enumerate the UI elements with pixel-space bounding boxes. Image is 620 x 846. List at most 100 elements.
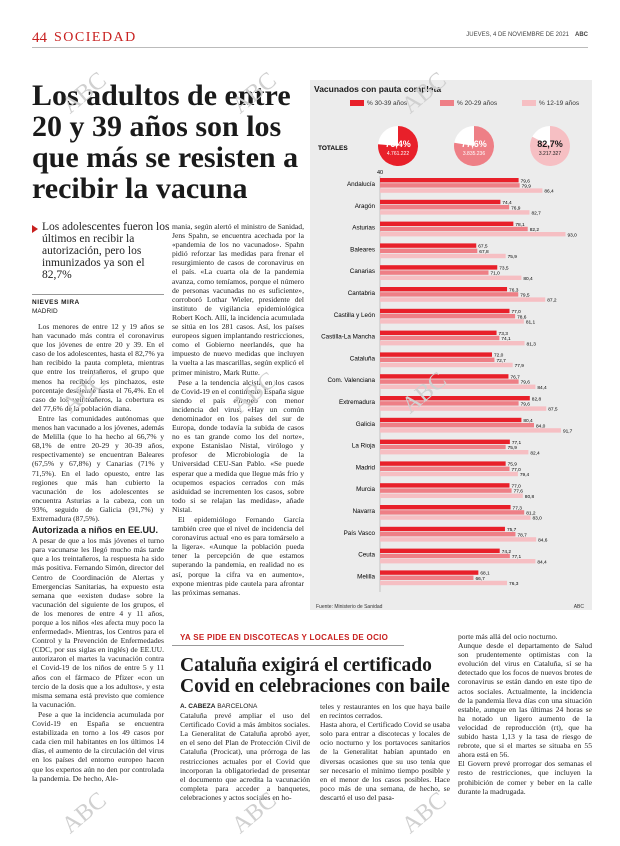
bar-value-label: 77,0	[512, 467, 522, 473]
region-label: Castilla y León	[334, 312, 376, 319]
chart-credit: ABC	[573, 604, 584, 610]
pie-slice	[378, 126, 418, 166]
bar-value-label: 91,7	[563, 429, 573, 435]
paragraph: mania, según alertó el ministro de Sanid…	[172, 222, 304, 377]
bar	[380, 330, 497, 335]
pie-count: 3.217.327	[539, 151, 561, 157]
bar	[380, 374, 509, 379]
region-label: Ceuta	[358, 552, 375, 559]
bar	[380, 532, 516, 537]
bar-value-label: 73,3	[499, 331, 509, 337]
sidebar-column-2: teles y restaurantes en los que haya bai…	[320, 702, 450, 802]
region-label: Castilla-La Mancha	[321, 334, 375, 341]
bar-value-label: 75,9	[508, 254, 518, 260]
bar	[380, 510, 525, 515]
region-label: Galicia	[356, 421, 376, 428]
kicker: YA SE PIDE EN DISCOTECAS Y LOCALES DE OC…	[172, 632, 404, 646]
bar-value-label: 80,4	[523, 418, 533, 424]
bar-value-label: 77,0	[512, 484, 522, 490]
bar-value-label: 72,7	[496, 358, 506, 364]
bar	[380, 362, 513, 368]
bar	[380, 188, 543, 193]
bar-value-label: 75,7	[507, 527, 517, 533]
bar-value-label: 83,0	[533, 516, 543, 522]
bar	[380, 297, 546, 302]
bar-value-label: 74,4	[502, 200, 512, 206]
region-label: Madrid	[356, 464, 376, 471]
bar	[380, 396, 530, 401]
bar-value-label: 80,4	[523, 276, 533, 282]
chart-title: Vacunados con pauta completa	[314, 84, 442, 94]
bar-value-label: 77,3	[513, 505, 523, 511]
bar	[380, 483, 510, 488]
sidebar-article: YA SE PIDE EN DISCOTECAS Y LOCALES DE OC…	[172, 632, 592, 812]
bar-value-label: 76,9	[511, 205, 521, 211]
subheadline: Los adolescentes fueron los últimos en r…	[32, 221, 172, 281]
bar-value-label: 84,6	[538, 538, 548, 544]
page-header: 44 SOCIEDAD JUEVES, 4 DE NOVIEMBRE DE 20…	[32, 28, 588, 48]
bar-value-label: 79,6	[521, 178, 531, 184]
pie-slice	[530, 126, 570, 166]
bar	[380, 243, 477, 248]
bar	[380, 466, 510, 471]
bar	[380, 210, 530, 215]
bar	[380, 183, 520, 188]
bar-value-label: 82,2	[530, 227, 540, 233]
bar-value-label: 79,5	[520, 293, 530, 299]
author: NIEVES MIRA	[32, 299, 80, 306]
pie-count: 3.835.236	[463, 151, 485, 157]
bar	[380, 357, 495, 362]
pie-percent: 77,6%	[461, 139, 487, 149]
bar-value-label: 86,4	[544, 189, 554, 195]
article-column-1: Los menores de entre 12 y 19 años se han…	[32, 322, 164, 784]
article-column-2: mania, según alertó el ministro de Sanid…	[172, 222, 304, 598]
bar-value-label: 72,0	[494, 353, 504, 359]
region-label: Com. Valenciana	[328, 377, 376, 384]
bar	[380, 275, 522, 280]
bar-value-label: 81,2	[526, 511, 536, 517]
bar-value-label: 68,1	[480, 571, 490, 577]
region-label: Cataluña	[350, 355, 376, 362]
bar	[380, 308, 510, 314]
bar	[380, 559, 536, 564]
region-label: Asturias	[352, 225, 375, 232]
sidebar-author: A. CABEZA	[180, 703, 216, 710]
bar-chart-svg: TOTALES 76,4% 4.761.222 77,6% 3.835.236 82,7%…	[318, 126, 577, 592]
pie-slice	[454, 126, 494, 166]
region-label: Baleares	[350, 246, 375, 253]
region-label: Canarias	[350, 268, 375, 275]
bar	[380, 221, 514, 226]
bar	[380, 537, 537, 542]
bar-value-label: 76,7	[510, 375, 520, 381]
region-label: Extremadura	[339, 399, 376, 406]
bar	[380, 526, 505, 532]
bar-value-label: 77,9	[515, 363, 525, 369]
sidebar-location: BARCELONA	[217, 703, 258, 710]
pie-count: 4.761.222	[387, 151, 409, 157]
bar	[380, 199, 501, 205]
bar-value-label: 84,4	[537, 385, 547, 391]
bar-value-label: 76,3	[509, 287, 519, 293]
bar-value-label: 78,1	[515, 222, 525, 228]
bar-value-label: 78,6	[517, 314, 527, 320]
bar	[380, 570, 479, 575]
bar-value-label: 80,8	[525, 494, 535, 500]
bar-value-label: 81,1	[526, 320, 536, 326]
section-name: SOCIEDAD	[54, 30, 137, 45]
region-label: Melilla	[357, 573, 375, 580]
pie-percent: 76,4%	[385, 139, 411, 149]
bar	[380, 319, 524, 324]
bar-value-label: 77,1	[512, 554, 522, 560]
bar	[380, 287, 508, 292]
bar-value-label: 84,0	[536, 423, 546, 429]
bar	[380, 548, 500, 553]
bar	[380, 384, 536, 389]
bar-value-label: 87,5	[548, 407, 558, 413]
headline: Los adultos de entre 20 y 39 años son lo…	[32, 79, 299, 205]
bar-value-label: 74,2	[502, 549, 512, 555]
bar	[380, 439, 510, 444]
bar	[380, 423, 534, 428]
header-paper: ABC	[575, 32, 588, 38]
paragraph: Pese a la tendencia alcista en los casos…	[172, 377, 304, 514]
bar-value-label: 71,0	[491, 271, 501, 277]
